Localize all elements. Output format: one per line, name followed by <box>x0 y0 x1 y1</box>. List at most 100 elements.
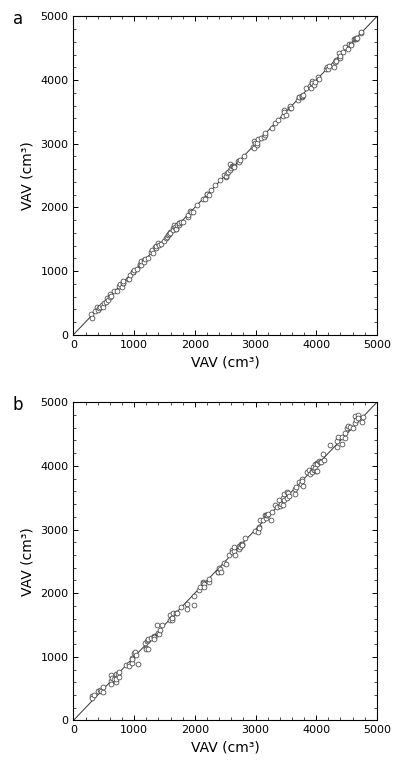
Point <box>324 63 330 75</box>
Point <box>279 492 286 504</box>
Point <box>168 614 175 626</box>
Point <box>256 514 262 526</box>
Point <box>238 539 244 552</box>
Point <box>108 672 114 684</box>
Point <box>217 566 223 578</box>
Point <box>137 258 143 270</box>
Point <box>279 499 286 512</box>
Point <box>261 129 267 141</box>
Point <box>157 624 163 636</box>
Point <box>230 161 237 173</box>
Point <box>119 277 126 289</box>
Point <box>107 669 114 681</box>
Point <box>261 509 267 522</box>
Point <box>294 93 300 106</box>
Point <box>315 73 321 85</box>
Point <box>264 509 271 521</box>
Point <box>313 465 320 477</box>
Point <box>166 609 173 621</box>
Point <box>357 27 363 39</box>
Point <box>126 269 133 281</box>
Point <box>200 581 207 594</box>
Point <box>262 509 269 521</box>
Point <box>271 117 277 129</box>
Point <box>332 54 338 66</box>
Point <box>298 476 305 488</box>
Point <box>341 427 348 439</box>
Point <box>332 55 338 67</box>
Point <box>137 259 144 271</box>
Point <box>311 461 318 473</box>
Point <box>110 673 117 686</box>
Point <box>96 303 102 315</box>
Point <box>184 597 190 610</box>
Point <box>292 481 299 493</box>
Point <box>113 667 119 679</box>
Point <box>145 252 151 264</box>
Point <box>167 614 173 626</box>
Point <box>177 601 184 614</box>
Point <box>280 494 287 506</box>
Point <box>308 75 314 87</box>
Point <box>184 602 190 614</box>
Point <box>207 184 213 196</box>
Point <box>235 543 241 555</box>
Point <box>253 136 260 149</box>
Point <box>153 619 160 631</box>
Point <box>129 266 136 278</box>
Point <box>314 458 320 470</box>
Point <box>131 646 138 658</box>
Point <box>189 205 196 218</box>
Point <box>168 612 174 624</box>
Point <box>177 216 184 228</box>
Point <box>295 90 302 103</box>
Point <box>334 430 340 443</box>
Point <box>308 77 314 90</box>
Point <box>169 222 175 234</box>
Text: a: a <box>13 10 23 28</box>
Point <box>150 630 156 642</box>
Point <box>240 150 247 162</box>
Point <box>273 500 280 512</box>
Point <box>152 241 158 254</box>
Point <box>166 228 173 240</box>
Point <box>143 643 149 655</box>
Text: b: b <box>13 396 23 414</box>
Point <box>251 137 258 149</box>
Point <box>267 514 273 526</box>
Point <box>179 215 185 228</box>
Point <box>222 170 229 182</box>
Point <box>323 61 330 74</box>
Point <box>257 132 264 144</box>
Point <box>225 549 232 561</box>
Point <box>224 165 231 178</box>
Point <box>174 219 180 231</box>
Point <box>310 461 316 473</box>
Point <box>298 90 305 102</box>
Point <box>88 690 95 702</box>
Point <box>149 244 155 256</box>
Point <box>291 488 297 500</box>
Point <box>166 226 173 238</box>
Point <box>286 102 293 114</box>
Point <box>311 458 318 470</box>
Point <box>156 627 162 640</box>
Point <box>308 77 314 89</box>
Point <box>277 498 283 510</box>
Point <box>195 584 201 596</box>
Point <box>184 211 190 223</box>
Point <box>314 70 320 83</box>
Point <box>140 254 146 267</box>
Point <box>161 234 167 247</box>
Point <box>352 414 358 426</box>
Point <box>298 91 304 103</box>
Point <box>313 457 320 470</box>
Point <box>254 133 261 146</box>
Point <box>153 241 159 253</box>
Y-axis label: VAV (cm³): VAV (cm³) <box>21 527 35 596</box>
Point <box>155 627 161 639</box>
Point <box>347 39 354 51</box>
Point <box>230 541 237 553</box>
Point <box>93 300 100 313</box>
Point <box>216 174 222 186</box>
